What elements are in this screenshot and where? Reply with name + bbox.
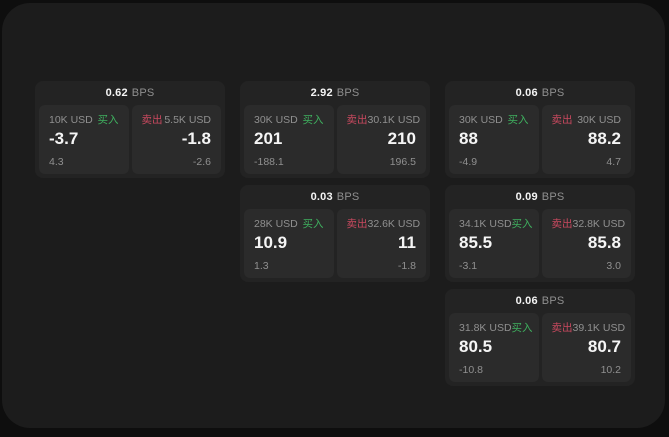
sell-price: 80.7 — [587, 337, 621, 356]
sell-size-label: 32.6K USD — [367, 218, 421, 230]
spread-value: 0.09 — [515, 191, 538, 203]
quote-card: 2.92 BPS 30K USD 买入 201 -188.1 卖出 30.1K … — [240, 81, 430, 178]
sell-delta: -1.8 — [397, 260, 416, 272]
quotes-panel: 0.62 BPS 10K USD 买入 -3.7 4.3 卖出 5.5K USD — [2, 3, 665, 428]
sell-price: 11 — [398, 233, 416, 252]
quote-card: 0.09 BPS 34.1K USD 买入 85.5 -3.1 卖出 32.8K… — [445, 185, 635, 282]
buy-delta: -4.9 — [459, 156, 478, 168]
buy-size-label: 28K USD — [254, 218, 298, 230]
spread-header: 0.06 BPS — [445, 81, 635, 105]
sell-delta: 3.0 — [606, 260, 621, 272]
sell-delta: 10.2 — [600, 364, 621, 376]
buy-tile[interactable]: 34.1K USD 买入 85.5 -3.1 — [449, 209, 539, 278]
buy-delta: -188.1 — [254, 156, 284, 168]
sell-size-label: 32.8K USD — [572, 218, 626, 230]
spread-value: 2.92 — [310, 87, 333, 99]
buy-size-label: 10K USD — [49, 114, 93, 126]
sell-size-label: 30K USD — [577, 114, 621, 126]
spread-value: 0.06 — [515, 87, 538, 99]
spread-header: 2.92 BPS — [240, 81, 430, 105]
buy-tile[interactable]: 28K USD 买入 10.9 1.3 — [244, 209, 334, 278]
spread-unit: BPS — [336, 191, 360, 203]
sell-tile[interactable]: 卖出 5.5K USD -1.8 -2.6 — [131, 105, 221, 174]
quote-card: 0.62 BPS 10K USD 买入 -3.7 4.3 卖出 5.5K USD — [35, 81, 225, 178]
sell-size-label: 30.1K USD — [367, 114, 421, 126]
sell-side-label: 卖出 — [551, 322, 573, 334]
sell-side-label: 卖出 — [551, 114, 573, 126]
buy-delta: -3.1 — [459, 260, 478, 272]
sell-side-label: 卖出 — [551, 218, 573, 230]
sell-side-label: 卖出 — [141, 114, 163, 126]
spread-value: 0.03 — [310, 191, 333, 203]
buy-price: 88 — [459, 129, 478, 148]
buy-tile[interactable]: 30K USD 买入 88 -4.9 — [449, 105, 539, 174]
buy-side-label: 买入 — [302, 218, 324, 230]
buy-price: 201 — [254, 129, 283, 148]
buy-price: 85.5 — [459, 233, 493, 252]
buy-size-label: 34.1K USD — [459, 218, 512, 230]
buy-price: -3.7 — [49, 129, 79, 148]
sell-tile[interactable]: 卖出 32.8K USD 85.8 3.0 — [541, 209, 631, 278]
quote-card: 0.06 BPS 31.8K USD 买入 80.5 -10.8 卖出 39.1… — [445, 289, 635, 386]
buy-tile[interactable]: 30K USD 买入 201 -188.1 — [244, 105, 334, 174]
sell-price: 85.8 — [587, 233, 621, 252]
buy-side-label: 买入 — [507, 114, 529, 126]
sell-tile[interactable]: 卖出 39.1K USD 80.7 10.2 — [541, 313, 631, 382]
buy-side-label: 买入 — [511, 322, 533, 334]
sell-tile[interactable]: 卖出 30.1K USD 210 196.5 — [336, 105, 426, 174]
sell-delta: 196.5 — [389, 156, 416, 168]
quote-card: 0.03 BPS 28K USD 买入 10.9 1.3 卖出 32.6K US… — [240, 185, 430, 282]
buy-delta: 1.3 — [254, 260, 269, 272]
spread-header: 0.09 BPS — [445, 185, 635, 209]
sell-side-label: 卖出 — [346, 218, 368, 230]
buy-tile[interactable]: 31.8K USD 买入 80.5 -10.8 — [449, 313, 539, 382]
sell-side-label: 卖出 — [346, 114, 368, 126]
buy-price: 10.9 — [254, 233, 288, 252]
buy-size-label: 31.8K USD — [459, 322, 512, 334]
spread-header: 0.06 BPS — [445, 289, 635, 313]
buy-delta: 4.3 — [49, 156, 64, 168]
sell-tile[interactable]: 卖出 30K USD 88.2 4.7 — [541, 105, 631, 174]
sell-delta: 4.7 — [606, 156, 621, 168]
sell-size-label: 5.5K USD — [164, 114, 211, 126]
spread-value: 0.62 — [105, 87, 128, 99]
sell-tile[interactable]: 卖出 32.6K USD 11 -1.8 — [336, 209, 426, 278]
spread-header: 0.03 BPS — [240, 185, 430, 209]
sell-delta: -2.6 — [192, 156, 211, 168]
spread-unit: BPS — [541, 87, 565, 99]
sell-price: 88.2 — [587, 129, 621, 148]
sell-size-label: 39.1K USD — [572, 322, 626, 334]
spread-value: 0.06 — [515, 295, 538, 307]
spread-unit: BPS — [336, 87, 360, 99]
spread-unit: BPS — [541, 191, 565, 203]
spread-unit: BPS — [541, 295, 565, 307]
buy-size-label: 30K USD — [254, 114, 298, 126]
buy-side-label: 买入 — [302, 114, 324, 126]
buy-tile[interactable]: 10K USD 买入 -3.7 4.3 — [39, 105, 129, 174]
quote-card: 0.06 BPS 30K USD 买入 88 -4.9 卖出 30K USD — [445, 81, 635, 178]
buy-side-label: 买入 — [97, 114, 119, 126]
spread-header: 0.62 BPS — [35, 81, 225, 105]
buy-side-label: 买入 — [511, 218, 533, 230]
sell-price: 210 — [387, 129, 416, 148]
buy-price: 80.5 — [459, 337, 493, 356]
sell-price: -1.8 — [181, 129, 211, 148]
spread-unit: BPS — [131, 87, 155, 99]
buy-delta: -10.8 — [459, 364, 483, 376]
buy-size-label: 30K USD — [459, 114, 503, 126]
